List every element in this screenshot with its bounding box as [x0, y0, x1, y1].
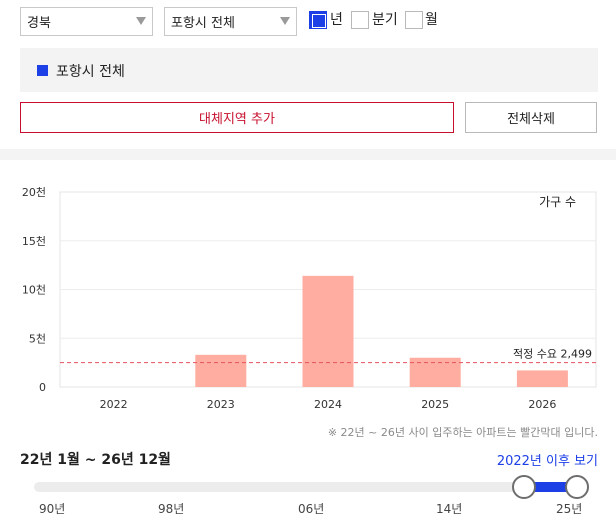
- month-checkbox[interactable]: [405, 11, 423, 29]
- bar: [195, 354, 247, 387]
- range-slider-start-handle[interactable]: [512, 475, 536, 499]
- y-tick-label: 20천: [22, 185, 46, 199]
- slider-tick-label: 14년: [436, 502, 463, 516]
- y-tick-label: 10천: [22, 283, 46, 297]
- city-select-value: 포항시 전체: [171, 16, 235, 31]
- slider-tick-label: 06년: [298, 502, 325, 516]
- quarter-checkbox-label: 분기: [372, 12, 398, 28]
- selected-area-panel: 포항시 전체: [20, 48, 598, 92]
- month-checkbox-label: 월: [425, 12, 438, 28]
- x-tick-label: 2025: [421, 398, 449, 411]
- series-color-swatch: [37, 65, 48, 76]
- reference-line-label: 적정 수요 2,499: [513, 348, 592, 361]
- y-tick-label: 0: [39, 381, 46, 394]
- x-tick-label: 2023: [207, 398, 235, 411]
- range-slider-track[interactable]: [34, 482, 576, 492]
- slider-tick-label: 25년: [556, 502, 583, 516]
- after-2022-link[interactable]: 2022년 이후 보기: [496, 454, 598, 469]
- quarter-checkbox[interactable]: [351, 11, 369, 29]
- y-tick-label: 15천: [22, 234, 46, 248]
- chevron-down-icon: [280, 17, 290, 25]
- x-tick-label: 2026: [528, 398, 556, 411]
- bar: [516, 370, 568, 387]
- slider-tick-label: 98년: [158, 502, 185, 516]
- legend-label: 가구 수: [539, 195, 576, 209]
- year-checkbox-label: 년: [330, 12, 343, 28]
- year-checkbox[interactable]: [309, 11, 327, 29]
- add-alt-region-button[interactable]: 대체지역 추가: [20, 102, 454, 133]
- range-slider-end-handle[interactable]: [565, 475, 589, 499]
- supply-bar-chart: 0 5천 10천 15천 20천 2022 2023 2024 2025 2026 적정 수요 2,…: [22, 185, 597, 411]
- section-divider: [0, 149, 616, 160]
- region-select-value: 경북: [27, 16, 51, 31]
- y-tick-label: 5천: [29, 331, 46, 345]
- chart-note: ※ 22년 ~ 26년 사이 입주하는 아파트는 빨간막대 입니다.: [327, 426, 598, 439]
- clear-all-button[interactable]: 전체삭제: [465, 102, 597, 133]
- chevron-down-icon: [136, 17, 146, 25]
- selected-area-label: 포항시 전체: [56, 64, 125, 80]
- period-range-label: 22년 1월 ~ 26년 12월: [20, 452, 171, 468]
- x-tick-label: 2022: [100, 398, 128, 411]
- bar: [302, 275, 354, 387]
- x-tick-label: 2024: [314, 398, 342, 411]
- slider-tick-label: 90년: [39, 502, 66, 516]
- city-select[interactable]: 포항시 전체: [164, 7, 297, 36]
- range-slider-selection: [523, 482, 577, 492]
- region-select[interactable]: 경북: [20, 7, 153, 36]
